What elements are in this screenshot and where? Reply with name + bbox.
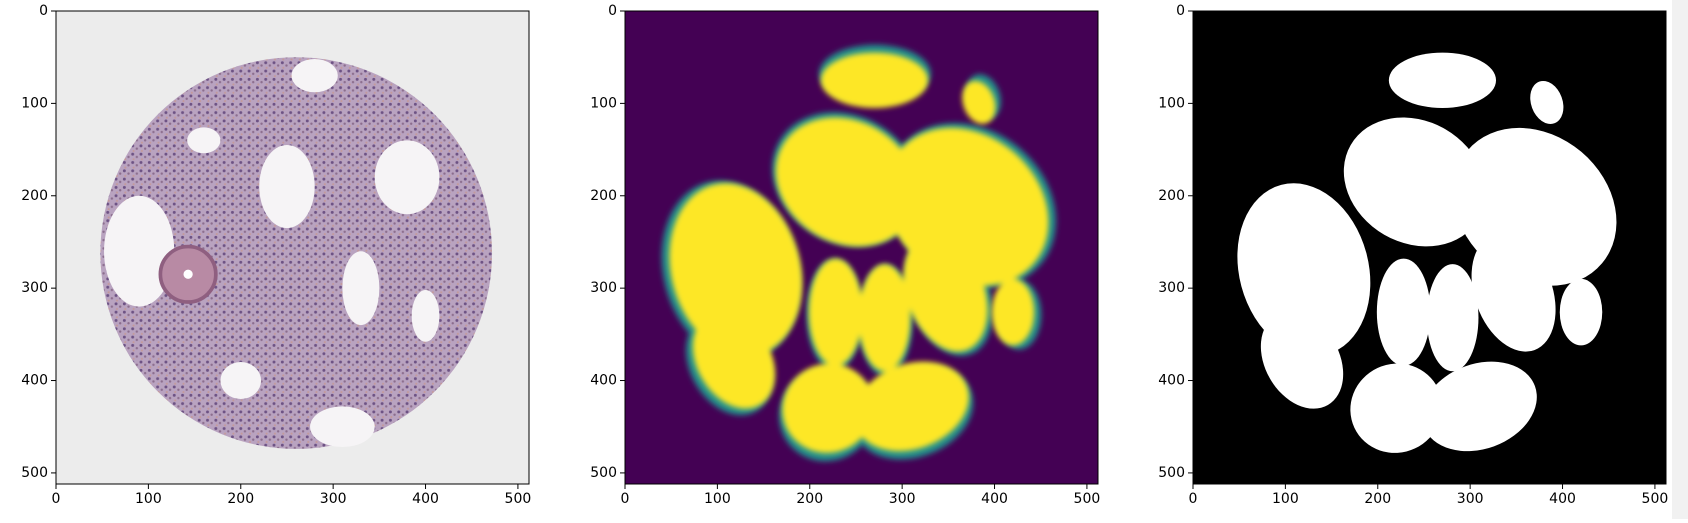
- axes-frame: [624, 10, 1099, 485]
- x-tick-label: 0: [52, 491, 61, 507]
- y-tick-label: 200: [590, 188, 617, 204]
- y-tick-label: 100: [21, 95, 48, 111]
- x-tick-label: 500: [1642, 491, 1669, 507]
- axes-frame: [55, 10, 530, 485]
- x-tick-label: 300: [320, 491, 347, 507]
- x-tick-label: 300: [889, 491, 916, 507]
- y-tick-label: 0: [1176, 3, 1185, 19]
- x-tick-label: 400: [981, 491, 1008, 507]
- x-tick-label: 0: [621, 491, 630, 507]
- x-tick-label: 400: [412, 491, 439, 507]
- vessel-lumen: [183, 269, 193, 279]
- y-tick-label: 300: [21, 280, 48, 296]
- x-tick-label: 100: [704, 491, 731, 507]
- y-tick-label: 200: [21, 188, 48, 204]
- x-tick-label: 100: [1272, 491, 1299, 507]
- y-tick-label: 200: [1158, 188, 1185, 204]
- y-tick-label: 0: [608, 3, 617, 19]
- image-tissue: [56, 11, 530, 485]
- image-probability: [625, 11, 1099, 485]
- y-tick-label: 300: [590, 280, 617, 296]
- y-tick-label: 100: [1158, 95, 1185, 111]
- lumens: [104, 59, 440, 448]
- axes-frame: [1192, 10, 1667, 485]
- y-tick-label: 400: [1158, 373, 1185, 389]
- y-tick-label: 0: [39, 3, 48, 19]
- x-tick-label: 200: [227, 491, 254, 507]
- y-tick-label: 300: [1158, 280, 1185, 296]
- scrollbar[interactable]: [1672, 0, 1688, 519]
- x-tick-label: 200: [796, 491, 823, 507]
- y-tick-label: 500: [21, 465, 48, 481]
- y-tick-label: 400: [21, 373, 48, 389]
- x-tick-label: 400: [1549, 491, 1576, 507]
- y-tick-label: 100: [590, 95, 617, 111]
- x-tick-label: 100: [135, 491, 162, 507]
- x-tick-label: 500: [1074, 491, 1101, 507]
- y-tick-label: 400: [590, 373, 617, 389]
- y-tick-label: 500: [590, 465, 617, 481]
- x-tick-label: 200: [1364, 491, 1391, 507]
- x-tick-label: 0: [1189, 491, 1198, 507]
- x-tick-label: 500: [505, 491, 532, 507]
- image-mask: [1193, 11, 1667, 485]
- y-tick-label: 500: [1158, 465, 1185, 481]
- x-tick-label: 300: [1457, 491, 1484, 507]
